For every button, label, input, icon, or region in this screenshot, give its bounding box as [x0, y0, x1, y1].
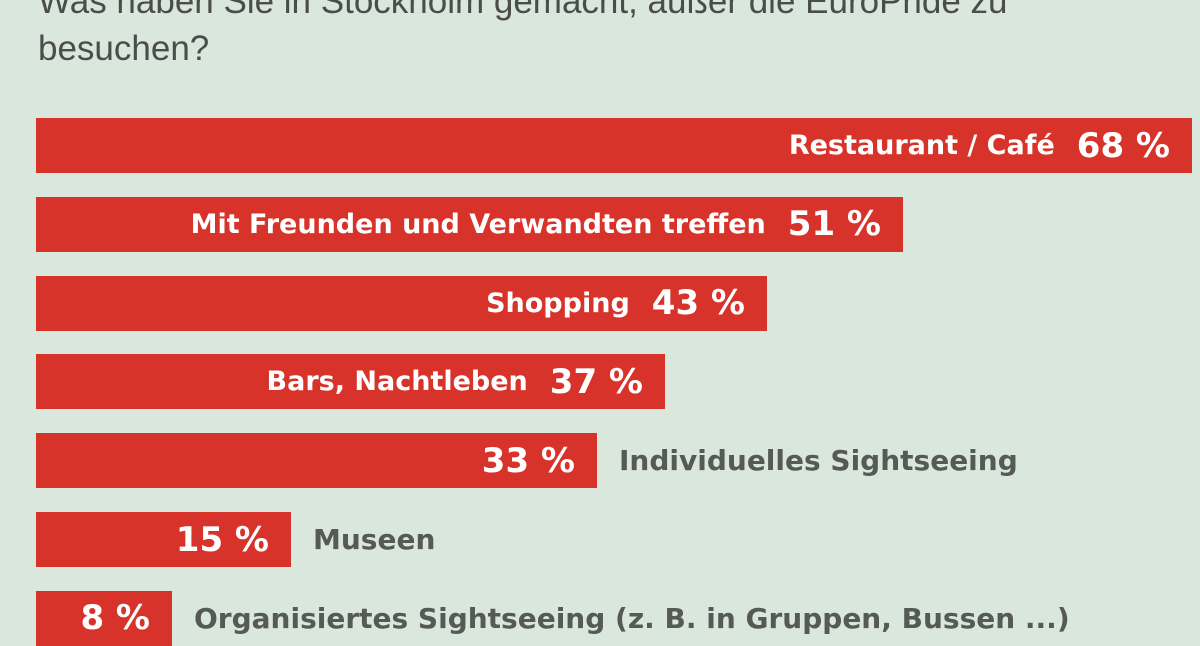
category-label: Organisiertes Sightseeing (z. B. in Grup… [194, 601, 1070, 635]
bar-4: 33 % [36, 433, 597, 489]
chart-title: Was haben Sie in Stockholm gemacht, auße… [38, 0, 1008, 68]
bar-inner-labels: Restaurant / Café 68 % [789, 118, 1170, 173]
value-label: 37 % [549, 361, 643, 402]
bar-5: 15 % [36, 512, 291, 567]
category-label: Bars, Nachtleben [266, 366, 528, 398]
value-label: 8 % [80, 598, 150, 639]
bar-2: Shopping 43 % [36, 275, 767, 331]
bar-6: 8 % [36, 590, 172, 646]
value-label: 33 % [481, 440, 575, 481]
bar-inner-labels: 33 % [482, 433, 575, 488]
value-label: 15 % [175, 519, 269, 560]
bar-0: Restaurant / Café 68 % [36, 118, 1192, 173]
bar-inner-labels: 8 % [80, 591, 150, 646]
category-label: Museen [313, 523, 436, 556]
value-label: 51 % [787, 204, 881, 245]
value-label: 68 % [1076, 125, 1170, 166]
category-label: Shopping [486, 287, 630, 319]
bar-1: Mit Freunden und Verwandten treffen 51 % [36, 196, 903, 252]
bar-inner-labels: 15 % [176, 512, 269, 567]
category-label: Individuelles Sightseeing [619, 444, 1018, 478]
bar-inner-labels: Shopping 43 % [486, 276, 745, 331]
category-label: Restaurant / Café [788, 130, 1055, 161]
bar-3: Bars, Nachtleben 37 % [36, 354, 665, 410]
value-label: 43 % [651, 283, 745, 324]
category-label: Mit Freunden und Verwandten treffen [190, 208, 766, 240]
bar-inner-labels: Bars, Nachtleben 37 % [267, 354, 643, 409]
bar-inner-labels: Mit Freunden und Verwandten treffen 51 % [191, 197, 881, 252]
